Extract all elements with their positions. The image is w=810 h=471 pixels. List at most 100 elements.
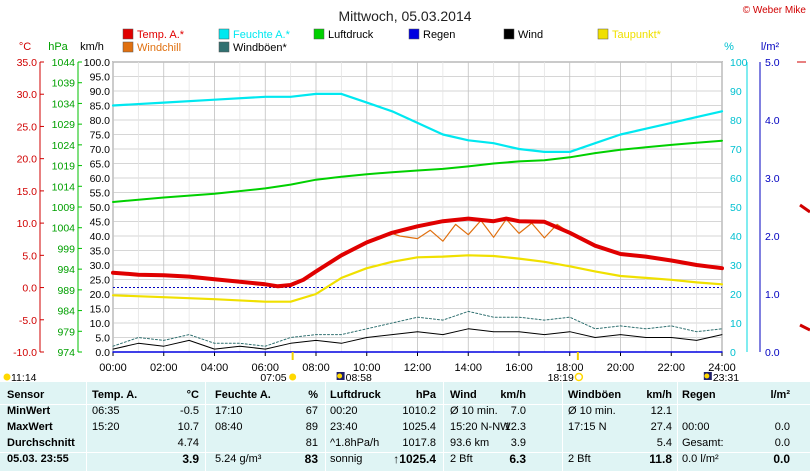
- x-tick: 12:00: [404, 362, 432, 374]
- wind-tick: 75.0: [90, 130, 111, 142]
- legend-swatch: [313, 28, 325, 40]
- x-tick: 04:00: [201, 362, 229, 374]
- table-cell: 89: [305, 421, 318, 433]
- table-cell: 12.1: [650, 405, 672, 417]
- temp-tick: 35.0: [17, 57, 38, 69]
- wind-tick: 45.0: [90, 217, 111, 229]
- legend-label: Taupunkt*: [612, 29, 662, 41]
- statistics-table: Sensor Temp. A. °C Feuchte A.% Luftdruck hPa W…: [0, 382, 810, 471]
- series-taupunkt: [111, 254, 724, 303]
- table-cell: 3.9: [510, 437, 526, 449]
- moonset-time: 23:31: [713, 372, 739, 382]
- humidity-tick: 30: [730, 260, 742, 272]
- edge-fragment: [799, 323, 810, 332]
- table-divider: [0, 404, 810, 405]
- table-divider: [205, 382, 206, 471]
- table-cell: Gesamt:: [682, 437, 724, 449]
- table-cell: 0.0: [774, 421, 790, 433]
- wind-tick: 100.0: [84, 57, 110, 69]
- legend-label: Feuchte A.*: [233, 29, 291, 41]
- table-cell: 08:40: [215, 421, 243, 433]
- table-cell: 10.7: [177, 421, 199, 433]
- rain-tick: 1.0: [765, 289, 780, 301]
- humidity-tick: 70: [730, 144, 742, 156]
- humidity-tick: 40: [730, 231, 742, 243]
- series-windchill: [366, 218, 571, 243]
- moonset-moon-icon: [704, 373, 710, 379]
- moonrise-time: 08:58: [346, 372, 372, 382]
- wind-tick: 0.0: [95, 347, 110, 359]
- wind-tick: 5.0: [95, 333, 110, 345]
- table-cell: 17:15 N: [568, 421, 607, 433]
- legend-label: Wind: [518, 29, 543, 41]
- x-tick: 24:00: [708, 362, 736, 374]
- table-cell: hPa: [415, 389, 436, 401]
- table-row-label: Durchschnitt: [7, 437, 75, 449]
- sunset-icon: [574, 372, 584, 382]
- rain-tick: 0.0: [765, 347, 780, 359]
- pressure-tick: 1019: [52, 161, 76, 173]
- rain-tick: 5.0: [765, 57, 780, 69]
- wind-tick: 10.0: [90, 318, 111, 330]
- table-cell: sonnig: [330, 453, 363, 465]
- table-row-label: Sensor: [7, 389, 45, 401]
- table-cell: ↑1025.4: [393, 452, 436, 466]
- wind-tick: 65.0: [90, 159, 111, 171]
- legend-swatch: [122, 41, 134, 53]
- x-tick: 00:00: [99, 362, 127, 374]
- legend-swatch: [122, 28, 134, 40]
- legend-swatch: [597, 28, 609, 40]
- table-cell: 4.74: [177, 437, 199, 449]
- legend-swatch: [218, 28, 230, 40]
- pressure-tick: 1044: [52, 57, 76, 69]
- x-tick: 16:00: [505, 362, 533, 374]
- humidity-unit: %: [724, 41, 734, 53]
- table-cell: Luftdruck: [330, 389, 381, 401]
- sunset-time: 18:19: [548, 372, 574, 382]
- legend-label: Temp. A.*: [137, 29, 185, 41]
- pressure-tick: 1014: [52, 181, 76, 193]
- table-cell: 00:00: [682, 421, 710, 433]
- pressure-tick: 989: [57, 285, 75, 297]
- pressure-tick: 1009: [52, 202, 76, 214]
- temp-unit: °C: [19, 41, 31, 53]
- pressure-tick: 984: [57, 306, 75, 318]
- humidity-tick: 80: [730, 115, 742, 127]
- table-cell: 6.3: [509, 452, 526, 466]
- copyright: © Weber Mike: [743, 5, 807, 16]
- humidity-tick: 60: [730, 173, 742, 185]
- temp-tick: 0.0: [22, 283, 37, 295]
- table-cell: 06:35: [92, 405, 120, 417]
- x-tick: 14:00: [454, 362, 482, 374]
- humidity-tick: 90: [730, 86, 742, 98]
- wind-tick: 50.0: [90, 202, 111, 214]
- wind-tick: 40.0: [90, 231, 111, 243]
- table-cell: 83: [304, 452, 318, 466]
- temp-tick: 25.0: [17, 121, 38, 133]
- wind-tick: 25.0: [90, 275, 111, 287]
- wind-unit: km/h: [80, 41, 104, 53]
- table-cell: 23:40: [330, 421, 358, 433]
- table-cell: 1010.2: [402, 405, 436, 417]
- table-cell: 0.0: [774, 437, 790, 449]
- table-cell: 17:10: [215, 405, 243, 417]
- table-row-label: MaxWert: [7, 421, 53, 433]
- temp-tick: -5.0: [19, 315, 37, 327]
- table-cell: km/h: [500, 389, 526, 401]
- x-tick: 08:00: [302, 362, 330, 374]
- humidity-tick: 50: [730, 202, 742, 214]
- edge-fragment: [799, 203, 810, 214]
- rain-tick: 2.0: [765, 231, 780, 243]
- table-cell: ^1.8hPa/h: [330, 437, 380, 449]
- wind-tick: 35.0: [90, 246, 111, 258]
- chart-title: Mittwoch, 05.03.2014: [338, 8, 471, 24]
- legend-label: Windchill: [137, 42, 181, 54]
- table-cell: 81: [305, 437, 318, 449]
- table-cell: km/h: [646, 389, 672, 401]
- humidity-tick: 10: [730, 318, 742, 330]
- table-divider: [86, 382, 87, 471]
- table-cell: 67: [305, 405, 318, 417]
- x-tick: 20:00: [607, 362, 635, 374]
- rain-tick: 4.0: [765, 115, 780, 127]
- table-divider: [325, 382, 326, 471]
